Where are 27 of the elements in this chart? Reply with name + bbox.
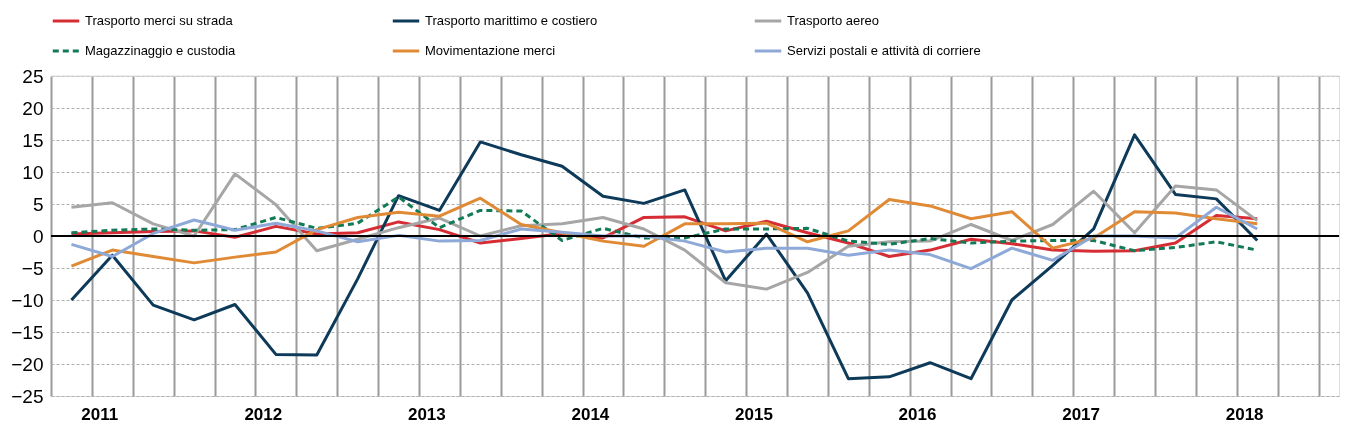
x-tick-label: 2014 [571,404,610,424]
legend-label: Movimentazione merci [425,43,556,58]
x-tick-label: 2012 [244,404,283,424]
y-tick-label: −5 [21,257,44,279]
x-tick-label: 2013 [407,404,446,424]
y-tick-label: 25 [22,65,44,87]
legend-label: Trasporto aereo [787,13,880,28]
legend-label: Servizi postali e attività di corriere [787,43,981,58]
legend-label: Trasporto merci su strada [85,13,234,28]
legend-label: Trasporto marittimo e costiero [425,13,598,28]
x-tick-label: 2017 [1062,404,1100,424]
y-tick-label: 15 [22,129,44,151]
x-tick-label: 2015 [735,404,773,424]
y-tick-label: 20 [22,97,44,119]
line-series [69,133,1259,381]
y-tick-label: −25 [11,385,44,407]
y-tick-label: 0 [32,225,44,247]
x-tick-label: 2016 [898,404,937,424]
y-tick-label: 10 [22,161,44,183]
x-tick-label: 2018 [1225,404,1264,424]
x-tick-label: 2011 [81,404,119,424]
y-tick-label: −10 [11,289,44,311]
y-tick-label: −20 [11,353,44,375]
y-tick-label: 5 [32,193,44,215]
line-series [69,196,1259,268]
y-tick-label: −15 [11,321,44,343]
legend-label: Magazzinaggio e custodia [85,43,237,58]
